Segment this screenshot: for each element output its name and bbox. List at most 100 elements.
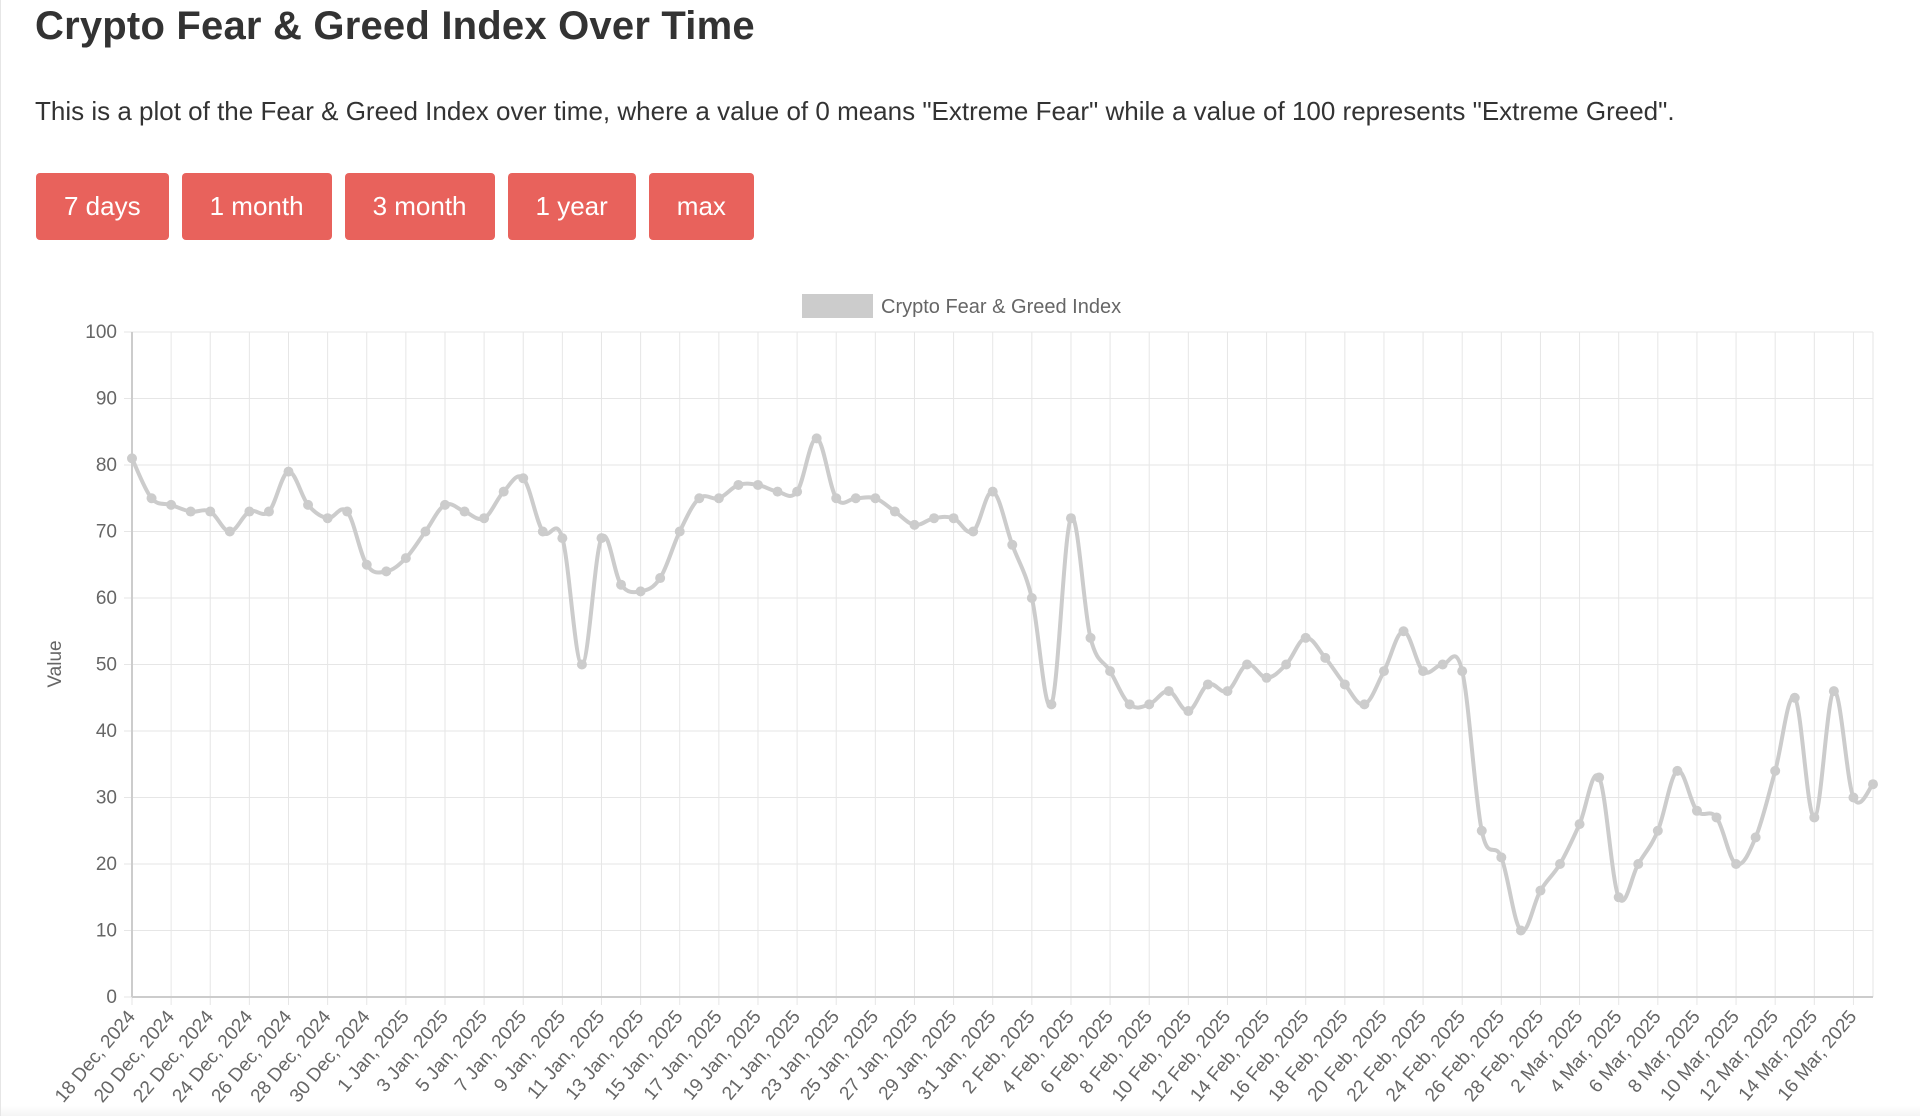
data-point[interactable] bbox=[1496, 852, 1507, 863]
data-point[interactable] bbox=[1789, 692, 1800, 703]
legend-label: Crypto Fear & Greed Index bbox=[881, 296, 1121, 318]
data-point[interactable] bbox=[166, 499, 177, 510]
data-point[interactable] bbox=[244, 506, 255, 517]
data-point[interactable] bbox=[929, 513, 940, 524]
data-point[interactable] bbox=[1242, 659, 1253, 670]
data-point[interactable] bbox=[948, 513, 959, 524]
data-point[interactable] bbox=[1065, 513, 1076, 524]
data-point[interactable] bbox=[146, 493, 157, 504]
data-point[interactable] bbox=[576, 659, 587, 670]
data-point[interactable] bbox=[713, 493, 724, 504]
data-point[interactable] bbox=[1594, 772, 1605, 783]
data-point[interactable] bbox=[224, 526, 235, 537]
data-point[interactable] bbox=[1418, 666, 1429, 677]
data-point[interactable] bbox=[205, 506, 216, 517]
data-point[interactable] bbox=[870, 493, 881, 504]
data-point[interactable] bbox=[1437, 659, 1448, 670]
data-point[interactable] bbox=[498, 486, 509, 497]
range-3-month-button[interactable]: 3 month bbox=[344, 173, 495, 240]
axes bbox=[131, 332, 1873, 998]
data-point[interactable] bbox=[439, 499, 450, 510]
data-point[interactable] bbox=[1691, 805, 1702, 816]
data-point[interactable] bbox=[459, 506, 470, 517]
data-point[interactable] bbox=[420, 526, 431, 537]
data-point[interactable] bbox=[1144, 699, 1155, 710]
range-1-month-button[interactable]: 1 month bbox=[181, 173, 332, 240]
data-point[interactable] bbox=[1378, 666, 1389, 677]
data-point[interactable] bbox=[1398, 626, 1409, 637]
data-point[interactable] bbox=[1359, 699, 1370, 710]
data-point[interactable] bbox=[185, 506, 196, 517]
data-point[interactable] bbox=[1105, 666, 1116, 677]
data-point[interactable] bbox=[1633, 859, 1644, 869]
data-point[interactable] bbox=[1457, 666, 1468, 677]
data-point[interactable] bbox=[1672, 765, 1683, 776]
data-point[interactable] bbox=[635, 586, 646, 597]
data-point[interactable] bbox=[792, 486, 803, 497]
data-point[interactable] bbox=[1163, 686, 1174, 697]
data-point[interactable] bbox=[889, 506, 900, 517]
data-point[interactable] bbox=[772, 486, 783, 497]
data-point[interactable] bbox=[1770, 765, 1781, 776]
data-point[interactable] bbox=[1046, 699, 1057, 710]
data-point[interactable] bbox=[1535, 885, 1546, 896]
range-1-year-button[interactable]: 1 year bbox=[507, 173, 636, 240]
data-point[interactable] bbox=[400, 553, 411, 564]
data-point[interactable] bbox=[557, 533, 568, 544]
data-point[interactable] bbox=[909, 519, 920, 530]
data-point[interactable] bbox=[263, 506, 274, 517]
data-point[interactable] bbox=[1124, 699, 1135, 710]
data-point[interactable] bbox=[1613, 892, 1624, 903]
range-7-days-button[interactable]: 7 days bbox=[36, 173, 169, 240]
data-point[interactable] bbox=[987, 486, 998, 497]
data-point[interactable] bbox=[1085, 632, 1096, 643]
data-point[interactable] bbox=[1281, 659, 1292, 670]
data-point[interactable] bbox=[733, 479, 744, 490]
data-point[interactable] bbox=[1320, 652, 1331, 663]
data-point[interactable] bbox=[1750, 832, 1761, 843]
data-point[interactable] bbox=[1711, 812, 1722, 823]
legend[interactable]: Crypto Fear & Greed Index bbox=[802, 294, 1121, 318]
data-point[interactable] bbox=[127, 453, 137, 464]
data-point[interactable] bbox=[1261, 672, 1272, 683]
data-point[interactable] bbox=[616, 579, 627, 590]
data-point[interactable] bbox=[342, 506, 353, 517]
range-max-button[interactable]: max bbox=[648, 173, 754, 240]
y-tick-label: 20 bbox=[96, 854, 117, 875]
data-point[interactable] bbox=[1809, 812, 1820, 823]
data-point[interactable] bbox=[283, 466, 294, 477]
data-point[interactable] bbox=[1183, 706, 1194, 717]
data-point[interactable] bbox=[1574, 819, 1585, 830]
data-point[interactable] bbox=[1339, 679, 1350, 690]
data-point[interactable] bbox=[1652, 825, 1663, 836]
data-point[interactable] bbox=[831, 493, 842, 504]
data-point[interactable] bbox=[694, 493, 705, 504]
data-point[interactable] bbox=[1222, 686, 1233, 697]
data-point[interactable] bbox=[1868, 779, 1878, 790]
data-point[interactable] bbox=[1300, 632, 1311, 643]
data-point[interactable] bbox=[968, 526, 979, 537]
data-point[interactable] bbox=[655, 573, 666, 584]
data-point[interactable] bbox=[1026, 593, 1037, 603]
data-point[interactable] bbox=[674, 526, 685, 537]
data-point[interactable] bbox=[322, 513, 333, 524]
data-point[interactable] bbox=[1828, 686, 1839, 697]
data-point[interactable] bbox=[537, 526, 548, 537]
data-point[interactable] bbox=[1202, 679, 1213, 690]
data-point[interactable] bbox=[518, 473, 529, 484]
data-point[interactable] bbox=[1555, 859, 1566, 869]
data-point[interactable] bbox=[361, 559, 372, 570]
data-point[interactable] bbox=[1848, 792, 1859, 803]
data-point[interactable] bbox=[1515, 925, 1526, 936]
data-point[interactable] bbox=[596, 533, 607, 544]
data-point[interactable] bbox=[479, 513, 490, 524]
data-point[interactable] bbox=[1731, 859, 1742, 869]
data-point[interactable] bbox=[850, 493, 861, 504]
data-point[interactable] bbox=[381, 566, 392, 577]
data-point[interactable] bbox=[303, 499, 314, 510]
data-point[interactable] bbox=[752, 479, 763, 490]
data-point[interactable] bbox=[1007, 539, 1018, 550]
data-point[interactable] bbox=[811, 433, 822, 444]
data-point[interactable] bbox=[1476, 825, 1487, 836]
